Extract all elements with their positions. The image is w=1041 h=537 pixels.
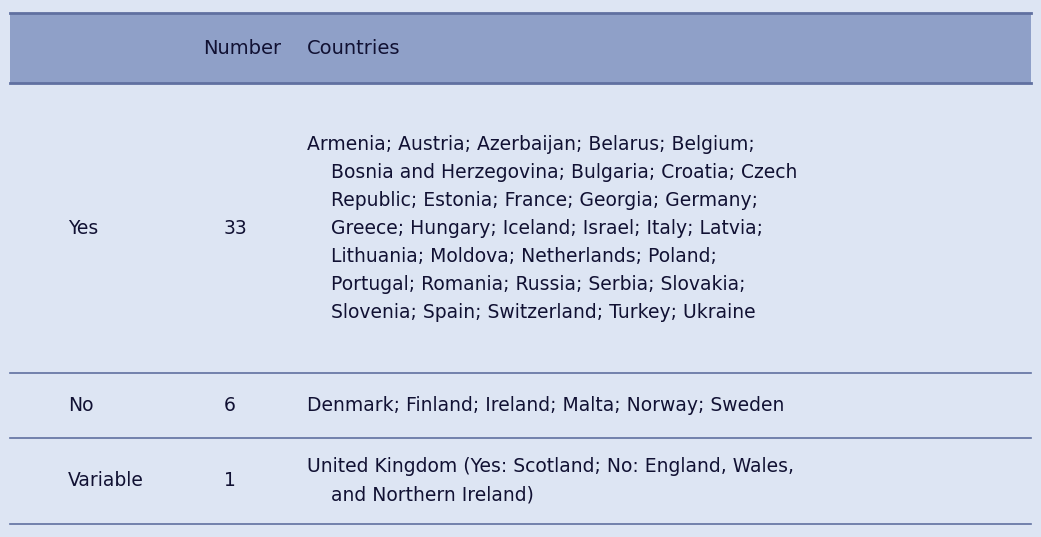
Text: Countries: Countries [307,39,401,58]
Text: 1: 1 [224,471,235,490]
Text: Variable: Variable [68,471,144,490]
Bar [10,13,1031,83]
Text: Denmark; Finland; Ireland; Malta; Norway; Sweden: Denmark; Finland; Ireland; Malta; Norway… [307,396,785,415]
Text: United Kingdom (Yes: Scotland; No: England, Wales,
    and Northern Ireland): United Kingdom (Yes: Scotland; No: Engla… [307,457,794,504]
Text: Yes: Yes [68,219,98,238]
Text: Number: Number [203,39,281,58]
Text: 33: 33 [224,219,248,238]
Text: No: No [68,396,93,415]
Bar [10,83,1031,524]
Text: Armenia; Austria; Azerbaijan; Belarus; Belgium;
    Bosnia and Herzegovina; Bulg: Armenia; Austria; Azerbaijan; Belarus; B… [307,135,797,322]
Text: 6: 6 [224,396,235,415]
